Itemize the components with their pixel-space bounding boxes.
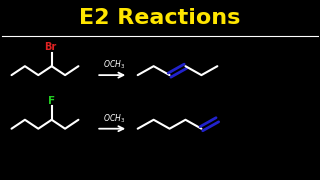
Text: $OCH_3$: $OCH_3$ [103,58,125,71]
Text: Br: Br [44,42,56,52]
Text: $OCH_3$: $OCH_3$ [103,112,125,125]
Text: F: F [48,96,55,106]
Text: E2 Reactions: E2 Reactions [79,8,241,28]
